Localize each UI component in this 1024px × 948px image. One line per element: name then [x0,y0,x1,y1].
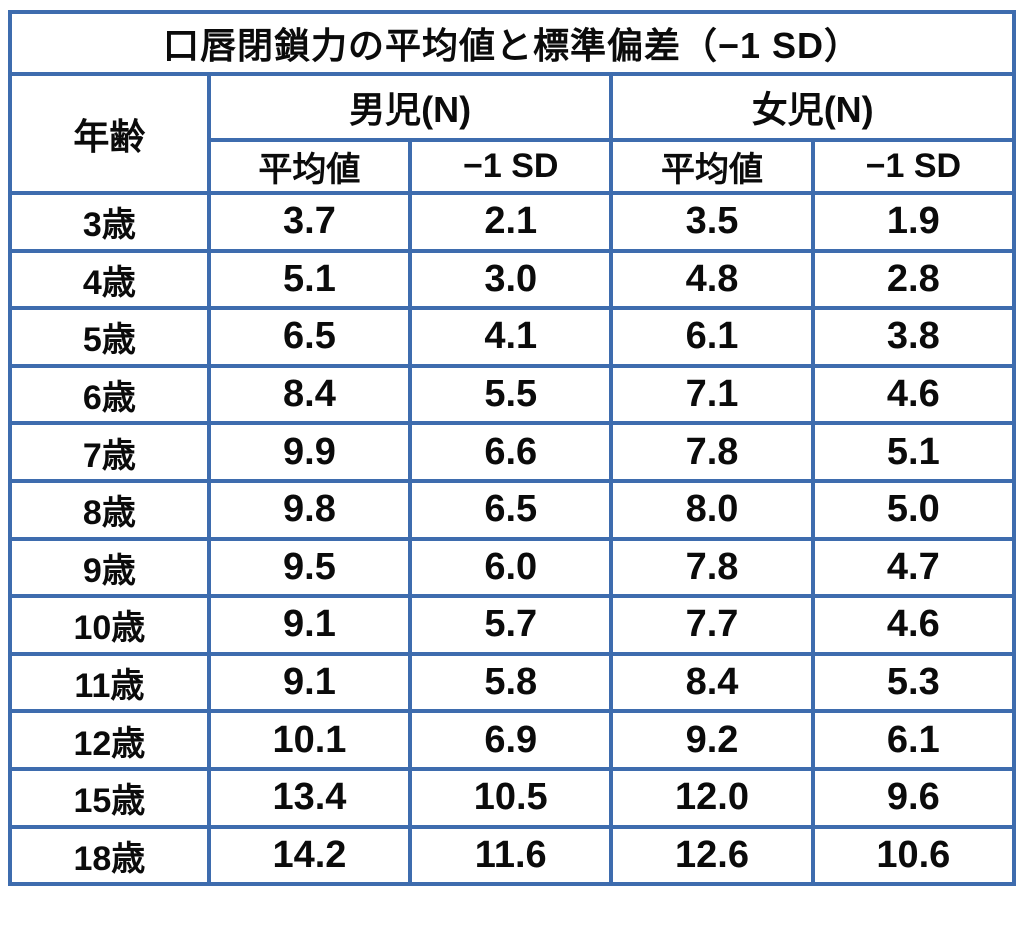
girls-minus1sd-header: −1 SD [810,138,1017,195]
girls-mean-header: 平均値 [609,138,815,195]
table-row: 11歳 9.1 5.8 8.4 5.3 [8,651,1017,714]
girls-mean-cell: 12.0 [609,766,815,829]
boys-minus1sd-cell: 6.6 [408,421,614,483]
age-cell: 6歳 [8,363,211,426]
girls-mean-cell: 4.8 [609,248,815,311]
age-cell: 5歳 [8,306,211,368]
age-column-header: 年齢 [8,72,211,195]
girls-minus1sd-cell: 2.8 [810,248,1017,311]
lip-closure-force-table: 口唇閉鎖力の平均値と標準偏差（−1 SD） 年齢 男児(N) 女児(N) 平均値… [8,10,1017,887]
girls-minus1sd-cell: 4.6 [810,594,1017,656]
boys-mean-cell: 9.8 [206,478,413,541]
age-cell: 12歳 [8,709,211,771]
age-cell: 18歳 [8,824,211,887]
boys-mean-cell: 6.5 [206,306,413,368]
age-cell: 8歳 [8,478,211,541]
table-row: 12歳 10.1 6.9 9.2 6.1 [8,709,1017,771]
boys-mean-cell: 9.1 [206,594,413,656]
boys-minus1sd-header: −1 SD [408,138,614,195]
girls-mean-cell: 12.6 [609,824,815,887]
girls-mean-cell: 3.5 [609,191,815,253]
table-row: 6歳 8.4 5.5 7.1 4.6 [8,363,1017,426]
age-cell: 3歳 [8,191,211,253]
girls-minus1sd-cell: 3.8 [810,306,1017,368]
boys-mean-cell: 9.9 [206,421,413,483]
boys-minus1sd-cell: 5.5 [408,363,614,426]
girls-mean-cell: 9.2 [609,709,815,771]
boys-minus1sd-cell: 4.1 [408,306,614,368]
table-row: 18歳 14.2 11.6 12.6 10.6 [8,824,1017,887]
table-row: 4歳 5.1 3.0 4.8 2.8 [8,248,1017,311]
girls-mean-cell: 7.8 [609,536,815,599]
age-cell: 10歳 [8,594,211,656]
boys-mean-cell: 9.1 [206,651,413,714]
boys-mean-cell: 10.1 [206,709,413,771]
girls-mean-cell: 8.4 [609,651,815,714]
age-cell: 9歳 [8,536,211,599]
table-title-row: 口唇閉鎖力の平均値と標準偏差（−1 SD） [8,10,1016,76]
girls-mean-cell: 8.0 [609,478,815,541]
table-row: 5歳 6.5 4.1 6.1 3.8 [8,306,1017,368]
girls-mean-cell: 6.1 [609,306,815,368]
boys-mean-cell: 9.5 [206,536,413,599]
age-cell: 11歳 [8,651,211,714]
table-row: 15歳 13.4 10.5 12.0 9.6 [8,766,1017,829]
boys-mean-header: 平均値 [206,138,413,195]
boys-group-header: 男児(N) [206,72,614,142]
boys-minus1sd-cell: 5.8 [408,651,614,714]
boys-mean-cell: 3.7 [206,191,413,253]
boys-mean-cell: 8.4 [206,363,413,426]
boys-minus1sd-cell: 6.5 [408,478,614,541]
table-container: 口唇閉鎖力の平均値と標準偏差（−1 SD） 年齢 男児(N) 女児(N) 平均値… [8,10,1017,887]
girls-minus1sd-cell: 5.0 [810,478,1017,541]
boys-mean-cell: 14.2 [206,824,413,887]
table-row: 10歳 9.1 5.7 7.7 4.6 [8,594,1017,656]
girls-mean-cell: 7.7 [609,594,815,656]
boys-minus1sd-cell: 5.7 [408,594,614,656]
table-row: 7歳 9.9 6.6 7.8 5.1 [8,421,1017,483]
girls-minus1sd-cell: 5.3 [810,651,1017,714]
girls-minus1sd-cell: 5.1 [810,421,1017,483]
group-header-row: 年齢 男児(N) 女児(N) [8,72,1016,195]
girls-minus1sd-cell: 9.6 [810,766,1017,829]
age-cell: 15歳 [8,766,211,829]
boys-minus1sd-cell: 11.6 [408,824,614,887]
boys-mean-cell: 13.4 [206,766,413,829]
boys-minus1sd-cell: 3.0 [408,248,614,311]
table-body: 3歳 3.7 2.1 3.5 1.9 4歳 5.1 3.0 4.8 2.8 5歳… [8,191,1017,887]
boys-minus1sd-cell: 6.0 [408,536,614,599]
age-cell: 7歳 [8,421,211,483]
girls-minus1sd-cell: 4.7 [810,536,1017,599]
girls-mean-cell: 7.1 [609,363,815,426]
boys-mean-cell: 5.1 [206,248,413,311]
sub-header-row: 平均値 −1 SD 平均値 −1 SD [10,138,1017,195]
girls-minus1sd-cell: 4.6 [810,363,1017,426]
table-row: 9歳 9.5 6.0 7.8 4.7 [8,536,1017,599]
boys-minus1sd-cell: 6.9 [408,709,614,771]
girls-minus1sd-cell: 1.9 [810,191,1017,253]
girls-minus1sd-cell: 10.6 [810,824,1017,887]
boys-minus1sd-cell: 2.1 [408,191,614,253]
table-title: 口唇閉鎖力の平均値と標準偏差（−1 SD） [8,10,1016,76]
girls-group-header: 女児(N) [609,72,1016,142]
girls-minus1sd-cell: 6.1 [810,709,1017,771]
table-row: 3歳 3.7 2.1 3.5 1.9 [8,191,1017,253]
table-row: 8歳 9.8 6.5 8.0 5.0 [8,478,1017,541]
age-cell: 4歳 [8,248,211,311]
girls-mean-cell: 7.8 [609,421,815,483]
boys-minus1sd-cell: 10.5 [408,766,614,829]
